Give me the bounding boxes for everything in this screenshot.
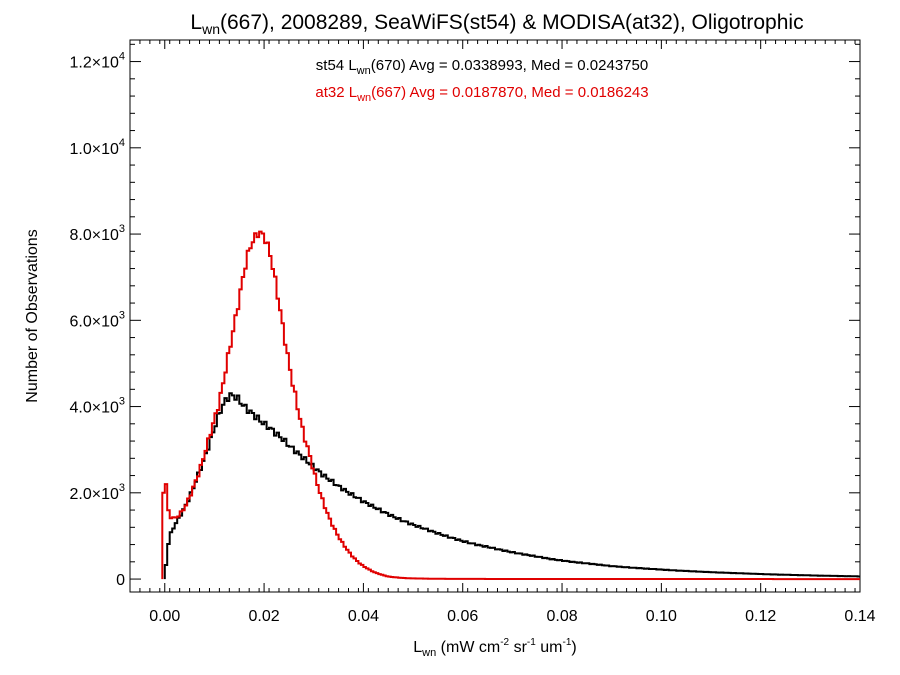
legend-entry-at32: at32 Lwn(667) Avg = 0.0187870, Med = 0.0… — [315, 84, 648, 104]
x-tick-label: 0.04 — [348, 608, 379, 625]
y-tick-label: 6.0×103 — [69, 309, 125, 330]
x-tick-label: 0.00 — [149, 608, 180, 625]
x-tick-label: 0.12 — [745, 608, 776, 625]
x-tick-label: 0.10 — [646, 608, 677, 625]
y-tick-label: 8.0×103 — [69, 223, 125, 244]
y-tick-label: 4.0×103 — [69, 396, 125, 417]
x-axis-label: Lwn (mW cm-2 sr-1 um-1) — [413, 637, 576, 659]
y-tick-label: 0 — [116, 572, 125, 589]
y-tick-label: 2.0×103 — [69, 482, 125, 503]
axis-ticks: 0.00 0.02 0.04 0.06 0.08 0.10 0.12 0.14 0 2.0×103… — [69, 40, 876, 625]
series-line-st54 — [163, 392, 860, 580]
legend-entry-st54: st54 Lwn(670) Avg = 0.0338993, Med = 0.0… — [316, 57, 648, 77]
y-axis-label: Number of Observations — [24, 229, 41, 402]
plot-frame — [129, 39, 861, 593]
y-tick-label: 1.0×104 — [69, 137, 125, 158]
series-line-at32 — [161, 230, 860, 581]
x-tick-label: 0.08 — [546, 608, 577, 625]
chart-title: Lwn(667), 2008289, SeaWiFS(st54) & MODIS… — [190, 11, 803, 37]
y-tick-label: 1.2×104 — [69, 51, 125, 72]
x-tick-label: 0.14 — [844, 608, 875, 625]
x-tick-label: 0.06 — [447, 608, 478, 625]
x-tick-label: 0.02 — [249, 608, 280, 625]
series-layer — [161, 230, 860, 581]
